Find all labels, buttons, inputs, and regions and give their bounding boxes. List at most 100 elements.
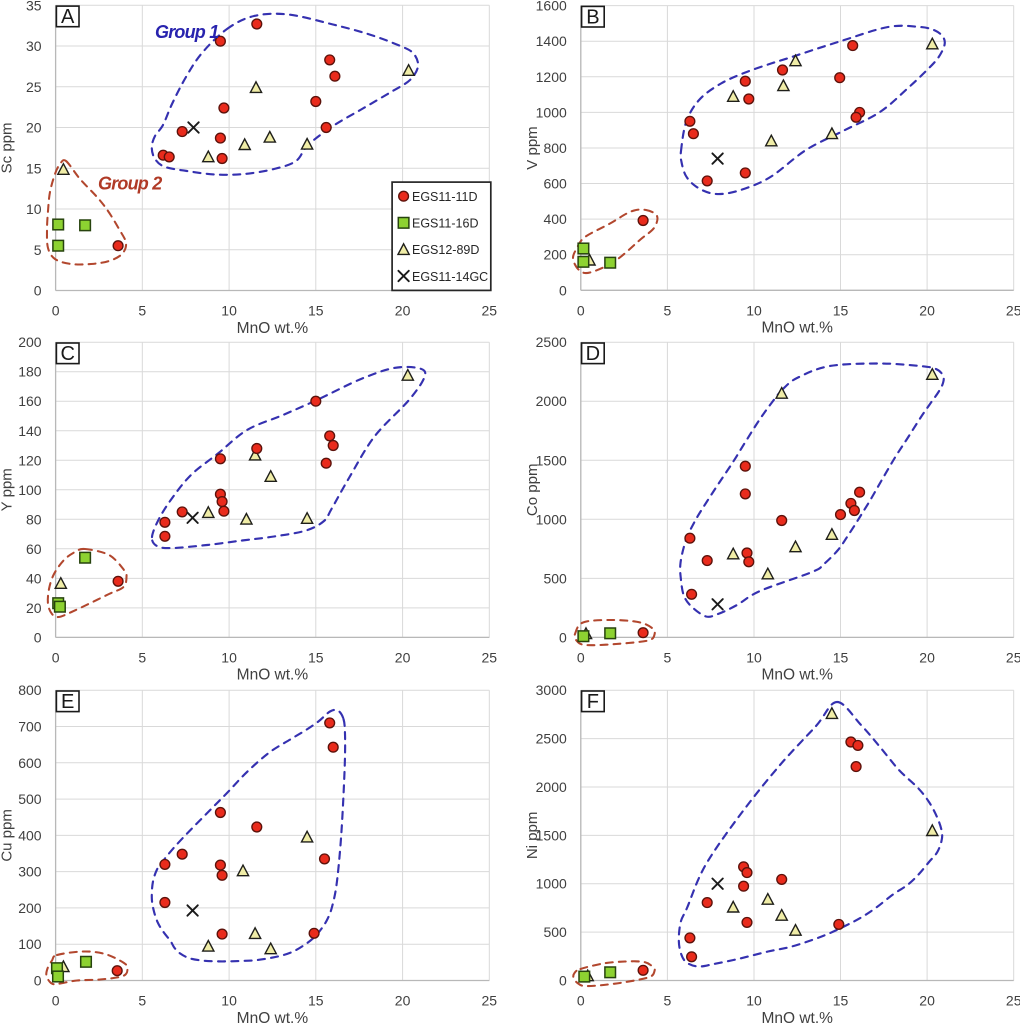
svg-text:0: 0 bbox=[577, 303, 585, 319]
svg-text:25: 25 bbox=[1006, 303, 1020, 319]
svg-text:0: 0 bbox=[34, 629, 42, 645]
svg-text:Group 2: Group 2 bbox=[98, 174, 162, 194]
svg-text:20: 20 bbox=[395, 650, 411, 666]
svg-text:20: 20 bbox=[919, 993, 935, 1009]
svg-text:10: 10 bbox=[221, 303, 237, 319]
svg-text:300: 300 bbox=[18, 864, 42, 880]
svg-text:3000: 3000 bbox=[536, 682, 567, 698]
svg-text:2000: 2000 bbox=[536, 393, 567, 409]
svg-text:1200: 1200 bbox=[536, 69, 567, 85]
svg-text:120: 120 bbox=[18, 452, 42, 468]
svg-text:400: 400 bbox=[18, 827, 42, 843]
svg-text:400: 400 bbox=[543, 211, 567, 227]
svg-text:200: 200 bbox=[543, 247, 567, 263]
svg-text:1500: 1500 bbox=[536, 827, 567, 843]
svg-text:1400: 1400 bbox=[536, 33, 567, 49]
svg-text:Co ppm: Co ppm bbox=[524, 464, 541, 517]
svg-text:1600: 1600 bbox=[536, 0, 567, 14]
svg-text:2000: 2000 bbox=[536, 779, 567, 795]
svg-text:EGS11-14GC: EGS11-14GC bbox=[412, 270, 488, 284]
svg-text:30: 30 bbox=[26, 38, 42, 54]
svg-text:A: A bbox=[61, 6, 75, 28]
svg-text:0: 0 bbox=[559, 629, 567, 645]
svg-text:10: 10 bbox=[221, 993, 237, 1009]
svg-text:10: 10 bbox=[26, 201, 42, 217]
svg-text:0: 0 bbox=[34, 973, 42, 989]
svg-text:0: 0 bbox=[52, 650, 60, 666]
svg-text:180: 180 bbox=[18, 364, 42, 380]
svg-text:Ni ppm: Ni ppm bbox=[524, 812, 541, 860]
svg-text:600: 600 bbox=[543, 176, 567, 192]
svg-text:0: 0 bbox=[559, 973, 567, 989]
svg-text:15: 15 bbox=[308, 650, 324, 666]
svg-text:80: 80 bbox=[26, 511, 42, 527]
svg-text:MnO wt.%: MnO wt.% bbox=[237, 667, 309, 684]
svg-text:20: 20 bbox=[919, 303, 935, 319]
svg-text:1500: 1500 bbox=[536, 452, 567, 468]
svg-text:10: 10 bbox=[221, 650, 237, 666]
svg-text:F: F bbox=[587, 691, 599, 713]
svg-text:5: 5 bbox=[138, 993, 146, 1009]
svg-text:10: 10 bbox=[746, 650, 762, 666]
svg-text:500: 500 bbox=[543, 924, 567, 940]
svg-text:5: 5 bbox=[664, 993, 672, 1009]
svg-text:5: 5 bbox=[138, 650, 146, 666]
svg-text:1000: 1000 bbox=[536, 511, 567, 527]
svg-text:600: 600 bbox=[18, 755, 42, 771]
svg-text:25: 25 bbox=[1006, 993, 1020, 1009]
svg-text:10: 10 bbox=[746, 303, 762, 319]
svg-text:500: 500 bbox=[543, 570, 567, 586]
svg-text:Group 1: Group 1 bbox=[155, 22, 219, 42]
svg-text:EGS11-16D: EGS11-16D bbox=[412, 217, 478, 231]
svg-text:140: 140 bbox=[18, 423, 42, 439]
svg-text:25: 25 bbox=[482, 993, 498, 1009]
svg-text:20: 20 bbox=[919, 650, 935, 666]
svg-text:MnO wt.%: MnO wt.% bbox=[761, 1010, 833, 1024]
svg-text:800: 800 bbox=[18, 682, 42, 698]
svg-text:E: E bbox=[61, 691, 74, 713]
svg-text:15: 15 bbox=[308, 993, 324, 1009]
svg-text:20: 20 bbox=[26, 600, 42, 616]
svg-text:1000: 1000 bbox=[536, 876, 567, 892]
svg-text:15: 15 bbox=[308, 303, 324, 319]
svg-text:C: C bbox=[60, 343, 74, 365]
svg-text:25: 25 bbox=[482, 303, 498, 319]
svg-text:0: 0 bbox=[577, 650, 585, 666]
svg-text:5: 5 bbox=[34, 242, 42, 258]
svg-text:35: 35 bbox=[26, 0, 42, 13]
svg-text:60: 60 bbox=[26, 541, 42, 557]
svg-text:B: B bbox=[586, 6, 599, 28]
svg-text:25: 25 bbox=[1006, 650, 1020, 666]
svg-text:0: 0 bbox=[52, 993, 60, 1009]
svg-text:200: 200 bbox=[18, 334, 42, 350]
svg-text:20: 20 bbox=[395, 303, 411, 319]
svg-text:25: 25 bbox=[482, 650, 498, 666]
svg-text:0: 0 bbox=[577, 993, 585, 1009]
svg-text:10: 10 bbox=[746, 993, 762, 1009]
svg-text:100: 100 bbox=[18, 936, 42, 952]
svg-text:Sc ppm: Sc ppm bbox=[0, 122, 16, 173]
svg-text:MnO wt.%: MnO wt.% bbox=[761, 667, 833, 684]
svg-text:200: 200 bbox=[18, 900, 42, 916]
svg-text:EGS11-11D: EGS11-11D bbox=[412, 190, 478, 204]
svg-text:1000: 1000 bbox=[536, 104, 567, 120]
svg-text:MnO wt.%: MnO wt.% bbox=[237, 320, 309, 337]
svg-text:15: 15 bbox=[833, 650, 849, 666]
svg-text:20: 20 bbox=[26, 120, 42, 136]
svg-text:Cu ppm: Cu ppm bbox=[0, 809, 16, 862]
svg-text:MnO wt.%: MnO wt.% bbox=[761, 320, 833, 337]
svg-text:V ppm: V ppm bbox=[524, 126, 541, 169]
svg-text:700: 700 bbox=[18, 719, 42, 735]
svg-text:MnO wt.%: MnO wt.% bbox=[237, 1010, 309, 1024]
svg-text:5: 5 bbox=[138, 303, 146, 319]
svg-text:40: 40 bbox=[26, 570, 42, 586]
svg-text:15: 15 bbox=[26, 160, 42, 176]
svg-text:0: 0 bbox=[34, 283, 42, 299]
svg-text:5: 5 bbox=[664, 650, 672, 666]
svg-text:0: 0 bbox=[559, 282, 567, 298]
svg-text:15: 15 bbox=[833, 303, 849, 319]
svg-text:Y ppm: Y ppm bbox=[0, 468, 16, 511]
svg-text:EGS12-89D: EGS12-89D bbox=[412, 243, 479, 257]
svg-text:15: 15 bbox=[833, 993, 849, 1009]
svg-text:500: 500 bbox=[18, 791, 42, 807]
